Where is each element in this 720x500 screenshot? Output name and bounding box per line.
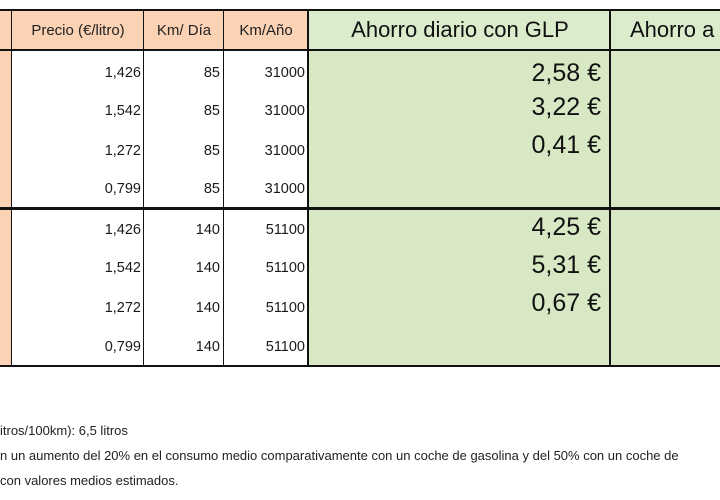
km-day-cell: 140 (195, 300, 220, 316)
daily-saving-cell: 0,67 € (531, 288, 601, 317)
grid-line-v3 (307, 9, 309, 367)
km-year-cell: 31000 (264, 103, 305, 119)
price-cell: 1,426 (104, 222, 141, 238)
daily-saving-cell: 3,22 € (531, 92, 601, 121)
header-annual-saving: Ahorro a (610, 10, 720, 50)
grid-line-v2 (223, 9, 224, 367)
note-line-1: itros/100km): 6,5 litros (0, 423, 128, 438)
km-day-cell: 140 (195, 339, 220, 355)
km-day-cell: 140 (195, 222, 220, 238)
daily-saving-cell: 0,41 € (531, 130, 601, 159)
note-line-3: con valores medios estimados. (0, 473, 179, 488)
daily-saving-cell: 2,58 € (531, 58, 601, 87)
grid-line-top (0, 9, 720, 11)
header-left-stub (0, 10, 12, 50)
price-cell: 1,542 (104, 260, 141, 276)
grid-line-v4 (609, 9, 611, 367)
header-km-day: Km/ Día (144, 10, 224, 50)
header-price: Precio (€/litro) (12, 10, 144, 50)
grid-line-v1 (143, 9, 144, 367)
daily-saving-cell: 5,31 € (531, 250, 601, 279)
grid-line-v0 (11, 9, 12, 367)
grid-line-bottom (0, 365, 720, 367)
km-year-cell: 31000 (264, 181, 305, 197)
price-cell: 1,426 (104, 65, 141, 81)
km-year-cell: 51100 (265, 300, 305, 316)
km-year-cell: 51100 (265, 339, 305, 355)
price-cell: 0,799 (104, 181, 141, 197)
price-cell: 1,272 (104, 143, 141, 159)
km-day-cell: 85 (203, 181, 220, 197)
km-day-cell: 85 (203, 65, 220, 81)
grid-line-group-divider (0, 207, 720, 210)
header-km-year: Km/Año (224, 10, 308, 50)
km-year-cell: 31000 (264, 143, 305, 159)
price-cell: 0,799 (104, 339, 141, 355)
note-line-2: n un aumento del 20% en el consumo medio… (0, 448, 679, 463)
km-year-cell: 51100 (265, 222, 305, 238)
daily-saving-cell (308, 170, 610, 208)
daily-saving-cell: 4,25 € (531, 212, 601, 241)
km-day-cell: 140 (195, 260, 220, 276)
daily-saving-cell (308, 328, 610, 366)
km-year-cell: 51100 (265, 260, 305, 276)
price-cell: 1,542 (104, 103, 141, 119)
price-cell: 1,272 (104, 300, 141, 316)
km-year-cell: 31000 (264, 65, 305, 81)
km-day-cell: 85 (203, 103, 220, 119)
grid-line-header-bottom (0, 49, 720, 51)
header-daily-saving: Ahorro diario con GLP (308, 10, 610, 50)
km-day-cell: 85 (203, 143, 220, 159)
